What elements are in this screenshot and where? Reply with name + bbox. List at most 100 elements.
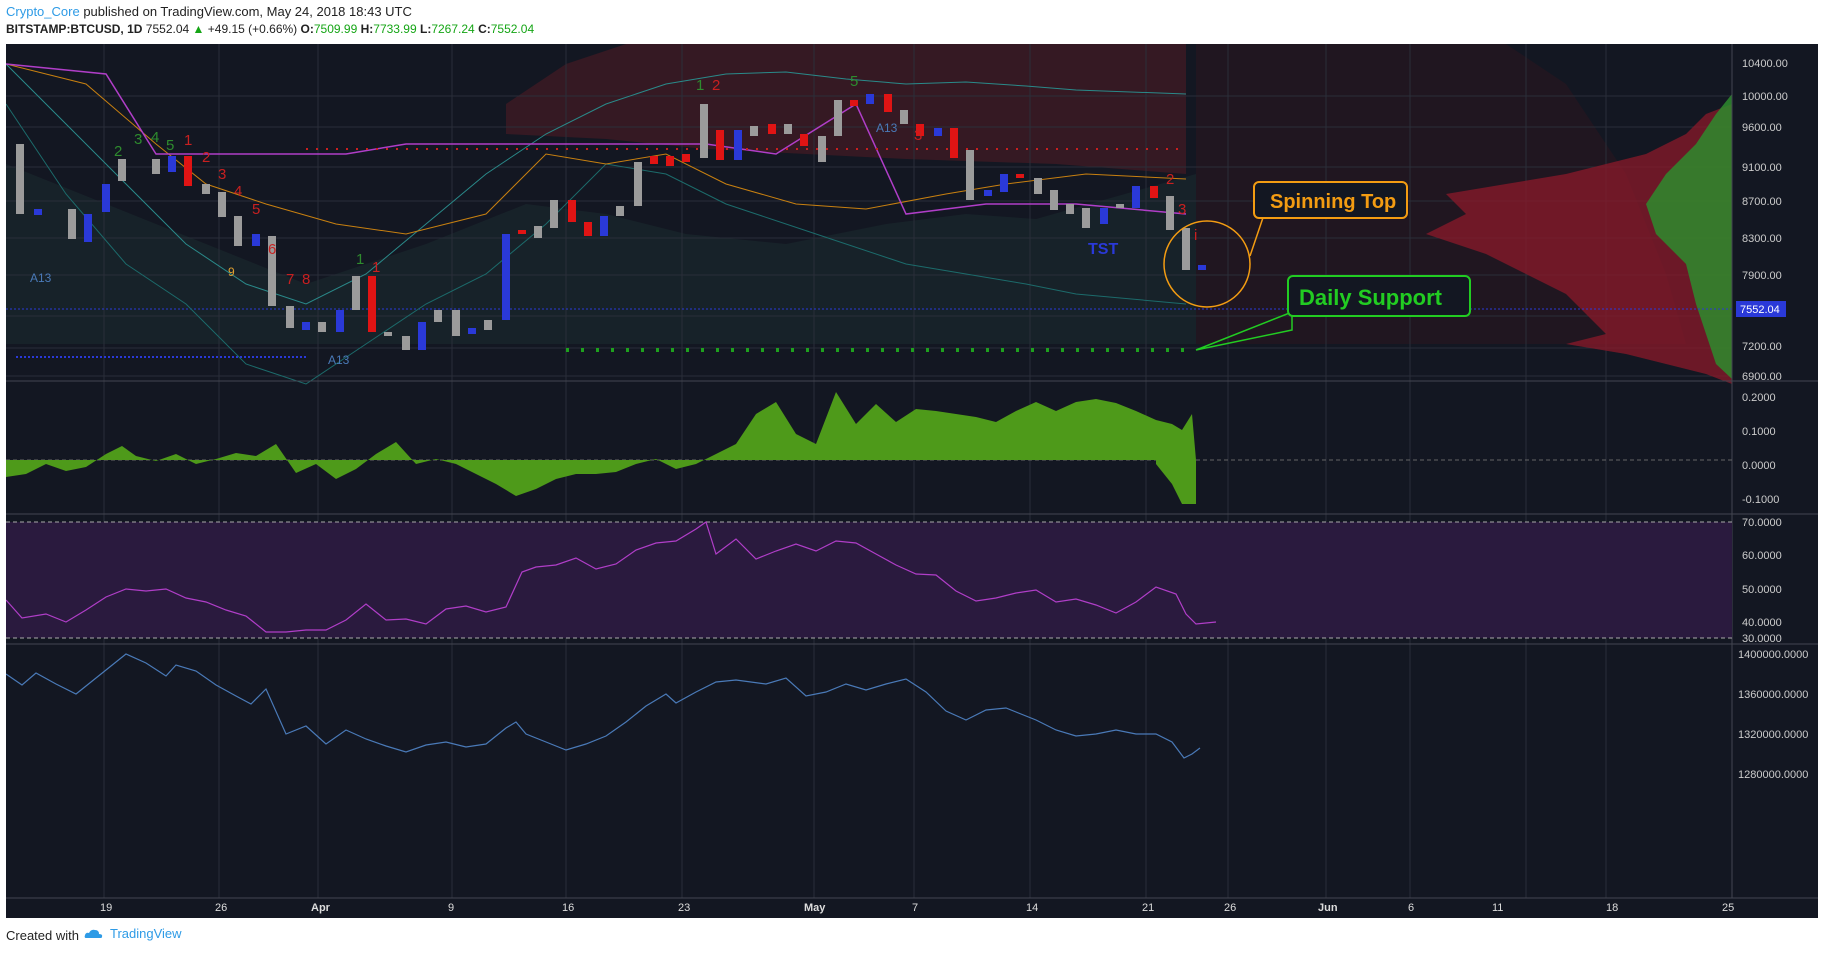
bollinger-upper [6,63,1187,305]
candles [16,94,1206,350]
td-label: A13 [30,271,52,285]
td-label: 2 [114,143,122,160]
daily-support-callout [1195,310,1293,351]
ichimoku-cloud-green [6,164,1196,344]
daily-support-text: Daily Support [1299,285,1443,310]
close-value: 7552.04 [490,22,535,36]
ind2-axis-label: 40.0000 [1742,617,1782,629]
price-axis-label: 6900.00 [1742,371,1782,383]
td-label: 2 [712,77,720,94]
time-axis: 19 26 Apr 9 16 23 May 7 14 21 26 Jun 6 1… [100,902,1734,914]
publish-line: Crypto_Core published on TradingView.com… [6,4,412,19]
td-label: 5 [166,137,174,154]
td-label: 7 [286,271,294,288]
ind2-axis-label: 50.0000 [1742,584,1782,596]
ind1-axis-label: 0.2000 [1742,392,1776,404]
high-label: H: [360,22,374,36]
tradingview-label[interactable]: TradingView [110,926,182,941]
td-label: 8 [302,271,310,288]
daily-support-box [1287,275,1471,317]
ind1-axis-label: 0.1000 [1742,426,1776,438]
ichimoku-cloud-red [506,44,1186,174]
ind1-axis-label: 0.0000 [1742,460,1776,472]
low-label: L: [420,22,432,36]
time-axis-label: 26 [215,902,227,914]
td-label: 1 [372,259,380,276]
time-axis-label: 19 [100,902,112,914]
td-label: 1 [184,132,192,149]
ind3-axis-label: 1280000.0000 [1738,769,1808,781]
tst-label: TST [1088,241,1118,258]
ind2-axis-label: 70.0000 [1742,517,1782,529]
td-label: 1 [356,251,364,268]
histogram-area [6,392,1196,504]
created-with-text: Created with [6,928,79,943]
indicator2-axis: 70.0000 60.0000 50.0000 40.0000 30.0000 [1742,517,1782,645]
open-value: 7509.99 [313,22,358,36]
tenkan-line [6,63,1187,235]
high-value: 7733.99 [373,22,417,36]
rsi-line [6,521,1217,633]
td-label: 9 [228,265,235,279]
time-axis-label: 6 [1408,902,1414,914]
ind2-axis-label: 60.0000 [1742,550,1782,562]
price-axis-label: 10000.00 [1742,91,1788,103]
volume-profile [1426,94,1732,384]
time-axis-label: May [804,902,826,914]
time-axis-label: 7 [912,902,918,914]
symbol-label: BITSTAMP:BTCUSD, 1D [6,22,143,36]
open-label: O: [300,22,314,36]
td-label: 5 [252,201,260,218]
tradingview-link[interactable]: TradingView [84,926,182,941]
time-axis-label: Jun [1318,902,1338,914]
td-label: 2 [1166,171,1174,188]
ind3-axis-label: 1400000.0000 [1738,649,1808,661]
ind2-axis-label: 30.0000 [1742,633,1782,645]
spinning-top-circle [1163,220,1251,308]
td-label: 1 [696,77,704,94]
spinning-top-box [1253,181,1408,219]
td-label: 4 [234,183,242,200]
td-sequential-labels: 2 3 4 5 1 2 3 4 5 6 7 8 1 1 1 2 5 3 2 3 … [30,73,1197,367]
ohlc-line: BITSTAMP:BTCUSD, 1D 7552.04 ▲ +49.15 (+0… [6,22,534,36]
obv-line [6,653,1201,759]
time-axis-label: 26 [1224,902,1236,914]
close-label: C: [478,22,491,36]
bollinger-lower [6,103,1187,385]
time-axis-label: Apr [311,902,331,914]
tradingview-cloud-icon [84,929,103,938]
last-price-tag-text: 7552.04 [1740,304,1780,316]
time-axis-label: 16 [562,902,574,914]
ind3-axis-label: 1360000.0000 [1738,689,1808,701]
price-axis-label: 9600.00 [1742,122,1782,134]
time-axis-label: 14 [1026,902,1038,914]
price-axis-label: 8700.00 [1742,196,1782,208]
up-arrow-icon: ▲ [192,22,205,36]
footer: Created with TradingView [0,918,1824,954]
price-axis-label: 9100.00 [1742,162,1782,174]
chart-svg[interactable]: 2 3 4 5 1 2 3 4 5 6 7 8 1 1 1 2 5 3 2 3 … [6,44,1818,918]
time-axis-label: 21 [1142,902,1154,914]
price-axis-label: 7900.00 [1742,270,1782,282]
chart-area[interactable]: 2 3 4 5 1 2 3 4 5 6 7 8 1 1 1 2 5 3 2 3 … [6,44,1818,918]
chart-header: Crypto_Core published on TradingView.com… [0,0,1824,44]
td-label: 5 [850,73,858,90]
author-link[interactable]: Crypto_Core [6,4,80,19]
last-price: 7552.04 [145,22,190,36]
indicator1-axis: 0.2000 0.1000 0.0000 -0.1000 [1742,392,1779,506]
time-axis-label: 18 [1606,902,1618,914]
price-axis-label: 7200.00 [1742,341,1782,353]
ind1-axis-label: -0.1000 [1742,494,1779,506]
indicator3-axis: 1400000.0000 1360000.0000 1320000.0000 1… [1738,649,1808,781]
td-label: 2 [202,149,210,166]
time-axis-label: 11 [1492,902,1503,914]
price-axis-label: 8300.00 [1742,233,1782,245]
last-price-tag [1736,301,1786,317]
rsi-band [6,522,1732,638]
td-label: A13 [328,353,350,367]
td-label: 6 [268,241,276,258]
price-axis: 10400.00 10000.00 9600.00 9100.00 8700.0… [1742,58,1788,383]
td-label: 3 [218,166,226,183]
td-label: i [1194,227,1197,244]
low-value: 7267.24 [431,22,475,36]
